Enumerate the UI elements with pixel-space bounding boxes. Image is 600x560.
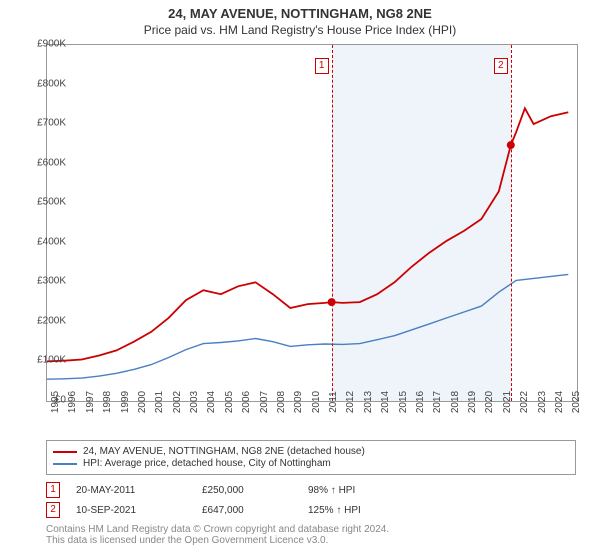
x-tick-label: 2003 (189, 391, 200, 413)
sale-date: 10-SEP-2021 (76, 505, 186, 516)
legend: 24, MAY AVENUE, NOTTINGHAM, NG8 2NE (det… (46, 440, 576, 475)
y-tick-label: £200K (22, 315, 66, 326)
x-tick-label: 2002 (172, 391, 183, 413)
sale-row: 1 20-MAY-2011 £250,000 98% ↑ HPI (46, 482, 576, 498)
x-tick-label: 2011 (328, 391, 339, 413)
x-tick-label: 2000 (137, 391, 148, 413)
x-tick-label: 2023 (537, 391, 548, 413)
sale-row-flag: 2 (46, 502, 60, 518)
series-line (47, 108, 568, 361)
sale-row-flag: 1 (46, 482, 60, 498)
y-tick-label: £100K (22, 355, 66, 366)
chart-svg (47, 45, 577, 401)
y-tick-label: £700K (22, 118, 66, 129)
x-tick-label: 1995 (50, 391, 61, 413)
y-tick-label: £400K (22, 236, 66, 247)
legend-swatch (53, 451, 77, 453)
legend-swatch (53, 463, 77, 465)
x-tick-label: 2017 (432, 391, 443, 413)
x-tick-label: 2019 (467, 391, 478, 413)
x-tick-label: 1998 (102, 391, 113, 413)
title-address: 24, MAY AVENUE, NOTTINGHAM, NG8 2NE (0, 6, 600, 21)
sale-pct: 98% ↑ HPI (308, 485, 355, 496)
x-tick-label: 2007 (259, 391, 270, 413)
x-tick-label: 2014 (380, 391, 391, 413)
x-tick-label: 2024 (554, 391, 565, 413)
sale-flag: 1 (315, 58, 329, 74)
x-tick-label: 2009 (293, 391, 304, 413)
legend-label: HPI: Average price, detached house, City… (83, 458, 331, 469)
sale-vline (332, 45, 333, 401)
y-tick-label: £600K (22, 157, 66, 168)
x-tick-label: 2008 (276, 391, 287, 413)
x-tick-label: 1999 (120, 391, 131, 413)
x-tick-label: 2010 (311, 391, 322, 413)
x-tick-label: 2012 (345, 391, 356, 413)
x-tick-label: 1997 (85, 391, 96, 413)
x-tick-label: 2016 (415, 391, 426, 413)
x-tick-label: 2015 (398, 391, 409, 413)
chart-area (46, 44, 578, 402)
footer: Contains HM Land Registry data © Crown c… (46, 524, 576, 546)
x-tick-label: 2018 (450, 391, 461, 413)
legend-label: 24, MAY AVENUE, NOTTINGHAM, NG8 2NE (det… (83, 446, 365, 457)
sales-table: 1 20-MAY-2011 £250,000 98% ↑ HPI 2 10-SEP-202… (46, 478, 576, 522)
y-tick-label: £900K (22, 39, 66, 50)
x-tick-label: 2021 (502, 391, 513, 413)
x-tick-label: 2001 (154, 391, 165, 413)
x-tick-label: 2006 (241, 391, 252, 413)
legend-row: 24, MAY AVENUE, NOTTINGHAM, NG8 2NE (det… (53, 446, 569, 457)
legend-row: HPI: Average price, detached house, City… (53, 458, 569, 469)
footer-line1: Contains HM Land Registry data © Crown c… (46, 524, 576, 535)
sale-vline (511, 45, 512, 401)
x-tick-label: 1996 (67, 391, 78, 413)
sale-price: £250,000 (202, 485, 292, 496)
sale-row: 2 10-SEP-2021 £647,000 125% ↑ HPI (46, 502, 576, 518)
title-subtitle: Price paid vs. HM Land Registry's House … (0, 23, 600, 37)
y-tick-label: £500K (22, 197, 66, 208)
sale-flag: 2 (494, 58, 508, 74)
chart-titles: 24, MAY AVENUE, NOTTINGHAM, NG8 2NE Pric… (0, 0, 600, 39)
x-tick-label: 2020 (484, 391, 495, 413)
sale-pct: 125% ↑ HPI (308, 505, 361, 516)
x-tick-label: 2025 (571, 391, 582, 413)
y-tick-label: £300K (22, 276, 66, 287)
x-tick-label: 2013 (363, 391, 374, 413)
x-tick-label: 2004 (206, 391, 217, 413)
sale-price: £647,000 (202, 505, 292, 516)
footer-line2: This data is licensed under the Open Gov… (46, 535, 576, 546)
x-tick-label: 2005 (224, 391, 235, 413)
series-line (47, 274, 568, 379)
x-tick-label: 2022 (519, 391, 530, 413)
sale-date: 20-MAY-2011 (76, 485, 186, 496)
y-tick-label: £800K (22, 78, 66, 89)
